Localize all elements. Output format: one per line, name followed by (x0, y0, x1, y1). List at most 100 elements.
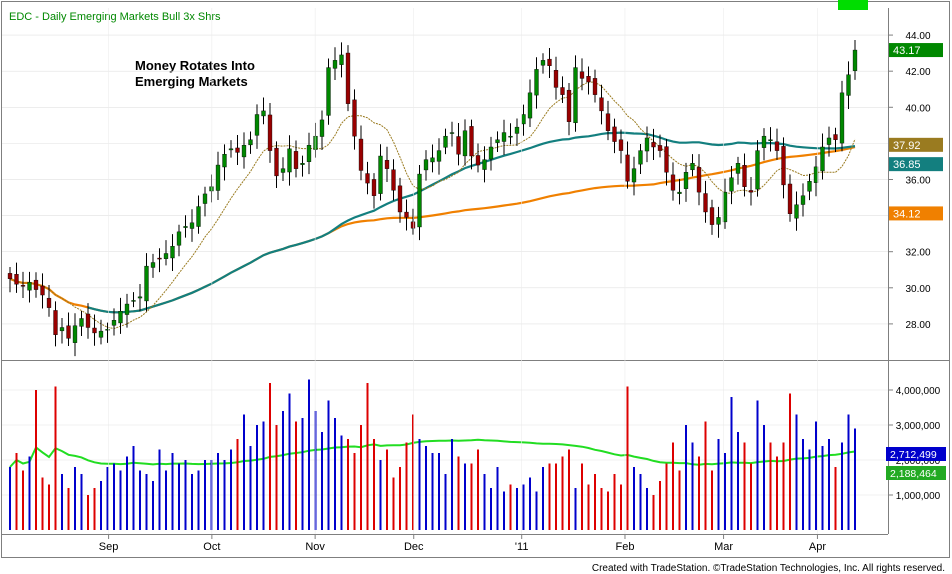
price-bar-body (430, 157, 435, 163)
price-tag-ma-mid (889, 157, 943, 172)
price-bar-body (79, 318, 84, 327)
price-bar-body (410, 221, 416, 229)
price-bar-body (423, 159, 429, 171)
price-bar-body (235, 147, 240, 153)
price-bar-body (755, 150, 760, 190)
price-bar-body (300, 163, 305, 165)
price-bar-body (709, 207, 715, 225)
volume-ma-line (9, 438, 856, 468)
price-bar-body (553, 70, 559, 88)
price-bar-body (332, 60, 338, 69)
price-bar-body (748, 190, 754, 193)
price-bar-body (137, 296, 143, 299)
price-bar-body (358, 138, 364, 171)
chart-window-border (1, 1, 950, 558)
price-bar-body (456, 136, 461, 155)
price-bar-body (534, 69, 539, 96)
price-bar-body (66, 325, 71, 339)
price-bar-body (274, 147, 279, 177)
price-bar-body (761, 135, 767, 148)
time-axis: Sep Oct Nov Dec '11 Feb Mar Apr (99, 8, 826, 553)
ma-short-line (9, 81, 856, 330)
price-bar-body (469, 126, 474, 157)
price-bar-body (462, 130, 468, 157)
price-bar-body (820, 146, 825, 172)
price-bar-body (124, 303, 130, 315)
price-bar-body (85, 313, 91, 328)
price-bar-body (501, 132, 507, 142)
price-bar-body (59, 327, 65, 332)
price-bar-body (254, 114, 260, 136)
price-bar-body (46, 297, 52, 308)
price-bar-body (443, 135, 448, 148)
price-bar-body (612, 126, 617, 142)
price-bar-body (313, 135, 318, 150)
price-bar-body (638, 150, 643, 165)
price-bar-body (605, 113, 611, 131)
price-tag-label: 34.12 (893, 208, 921, 220)
time-tick-label: Dec (404, 541, 424, 553)
price-bar-body (657, 145, 663, 151)
price-bar-body (20, 285, 26, 287)
price-bar-body (326, 67, 331, 116)
price-bar-body (111, 320, 117, 326)
price-bar-body (488, 146, 494, 160)
volume-tag-volume-ma (886, 466, 946, 480)
price-bar-body (846, 74, 851, 96)
price-bar-body (384, 160, 390, 169)
green-indicator-block[interactable] (838, 0, 868, 10)
price-bar-body (202, 193, 208, 204)
price-tag-label: 36.85 (893, 159, 921, 171)
price-bar-body (105, 329, 110, 331)
price-bar-body (176, 231, 182, 246)
price-bar-body (378, 155, 383, 194)
price-bar-body (631, 168, 637, 183)
price-bar-body (170, 246, 175, 259)
value-tags: 43.17 37.92 36.85 34.12 2,712,499 2,188,464 (886, 43, 946, 480)
price-bar-body (40, 285, 45, 296)
price-bar-body (33, 279, 39, 290)
price-bar-body (248, 139, 253, 146)
price-bar-body (183, 226, 188, 228)
price-bar-body (664, 146, 669, 173)
price-bar-body (436, 150, 442, 162)
price-bar-body (579, 71, 585, 79)
price-bar-body (215, 164, 221, 191)
annotation-line-2: Emerging Markets (135, 74, 248, 89)
time-tick-label: Sep (99, 541, 119, 553)
price-bar-body (14, 274, 19, 285)
price-tick-label: 36.00 (905, 175, 930, 186)
price-bar-body (131, 300, 136, 302)
price-bar-body (339, 54, 344, 65)
price-bar-body (27, 282, 32, 291)
volume-bars (9, 379, 856, 530)
price-bar-body (482, 159, 487, 170)
price-bar-body (222, 154, 227, 168)
price-bar-body (365, 173, 370, 184)
price-bar-body (261, 110, 266, 117)
price-bar-body (807, 181, 812, 192)
price-bar-body (722, 191, 728, 223)
price-bar-body (813, 166, 819, 183)
volume-tag-label: 2,188,464 (890, 468, 937, 480)
price-bar-body (287, 148, 292, 173)
time-tick-label: '11 (515, 541, 529, 553)
price-bar-body (566, 89, 572, 122)
price-bar-body (560, 87, 565, 95)
price-bar-body (703, 193, 708, 213)
price-bar-body (599, 97, 604, 112)
price-tag-ma-short (889, 137, 943, 152)
volume-tag-label: 2,712,499 (890, 449, 937, 461)
chart-title: EDC - Daily Emerging Markets Bull 3x Shr… (9, 11, 221, 23)
price-bar-body (475, 155, 481, 166)
price-bar-body (716, 217, 721, 225)
price-tag-label: 43.17 (893, 45, 921, 57)
price-tick-label: 42.00 (905, 67, 930, 78)
price-bar-body (690, 163, 695, 171)
price-bar-body (267, 114, 273, 151)
price-bar-body (651, 142, 656, 148)
price-tag-ma-long (889, 206, 943, 221)
price-bar-body (826, 137, 832, 145)
price-bar-body (209, 186, 214, 192)
